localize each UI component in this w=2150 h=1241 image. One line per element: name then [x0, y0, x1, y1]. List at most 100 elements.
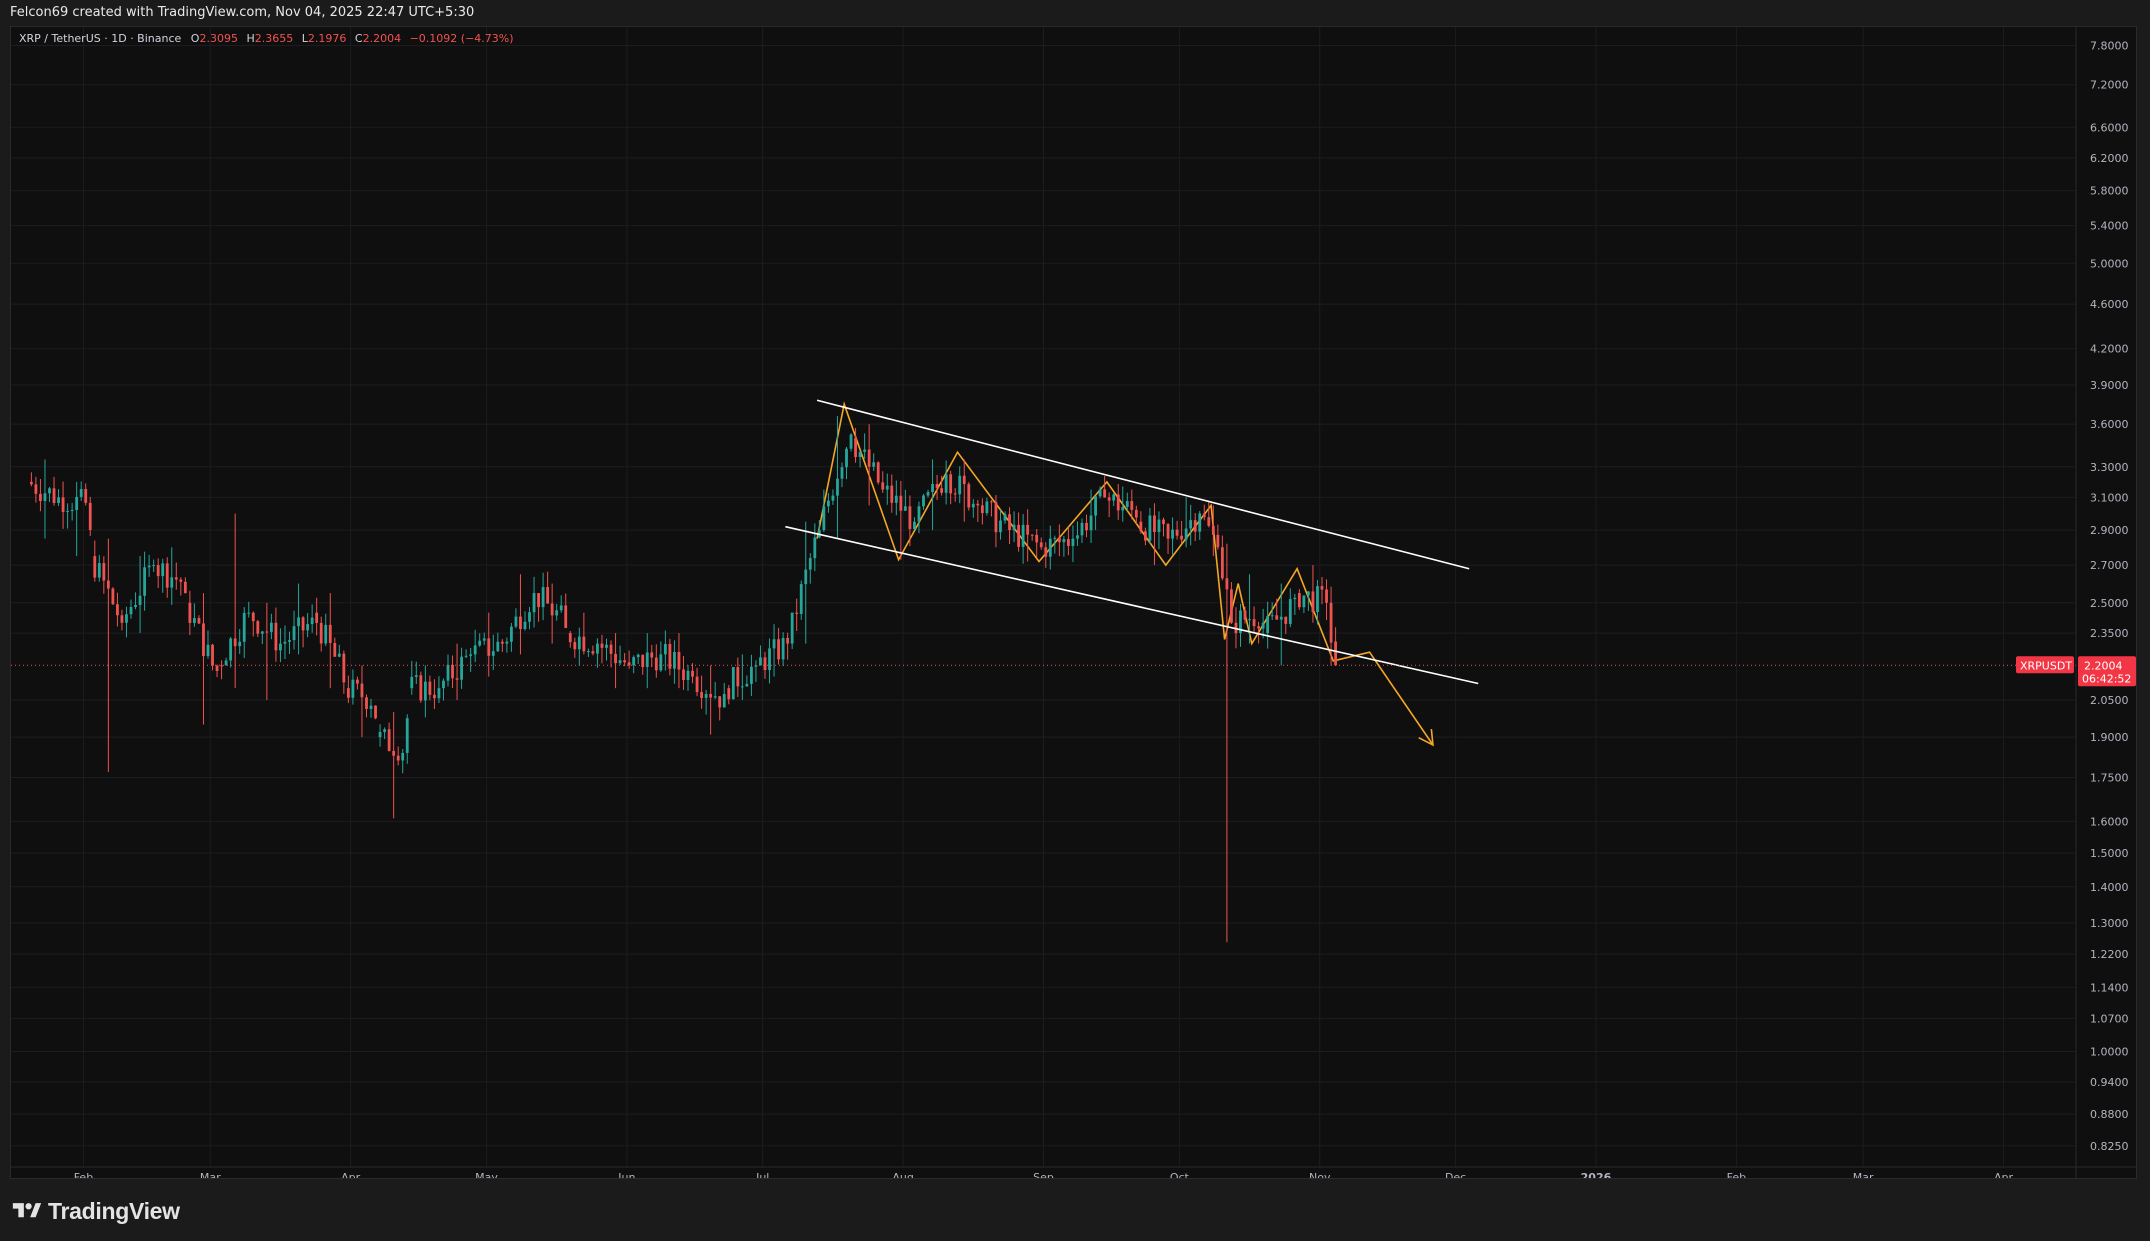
candle-body — [319, 622, 323, 644]
candle-body — [215, 665, 219, 671]
candle-body — [1062, 539, 1066, 543]
legend-symbol: XRP / TetherUS · 1D · Binance — [19, 32, 182, 45]
time-axis[interactable]: Feb Mar Apr May Jun Jul Aug Sep Oct Nov Dec 2026 Feb… — [11, 1166, 2137, 1179]
candle-body — [120, 615, 124, 623]
y-tick-label: 1.0000 — [2090, 1046, 2129, 1059]
candle-body — [691, 670, 694, 677]
candle-body — [537, 593, 540, 608]
price-chart[interactable]: 7.8000 7.2000 6.6000 6.2000 5.8000 5.4000 5.00… — [11, 27, 2137, 1179]
y-tick-label: 1.1400 — [2090, 981, 2129, 994]
candle-body — [288, 640, 291, 642]
y-tick-label: 2.7000 — [2090, 559, 2129, 572]
candle-body — [863, 449, 867, 452]
candle-body — [57, 497, 60, 504]
candle-body — [1017, 524, 1020, 547]
candle-body — [600, 643, 604, 648]
price-axis[interactable]: 7.8000 7.2000 6.6000 6.2000 5.8000 5.4000 5.00… — [2075, 27, 2129, 1179]
legend-c-label: C — [355, 32, 363, 45]
candle-body — [700, 692, 704, 698]
y-tick-label: 6.2000 — [2090, 152, 2129, 165]
candle-body — [297, 617, 300, 627]
candle-body — [229, 638, 233, 661]
candle-body — [799, 584, 803, 614]
candle-body — [1325, 589, 1328, 603]
candle-body — [451, 664, 454, 679]
candle-body — [953, 493, 957, 495]
candle-body — [881, 482, 885, 490]
candle-body — [134, 605, 137, 608]
candle-body — [790, 612, 794, 644]
candle-body — [374, 705, 377, 719]
candle-body — [1202, 513, 1206, 518]
candle-body — [1057, 537, 1061, 543]
candle-body — [1316, 586, 1319, 613]
candle-body — [971, 503, 975, 508]
candle-body — [224, 660, 228, 666]
candle-body — [940, 488, 944, 493]
candle-body — [926, 492, 930, 496]
candle-body — [1293, 597, 1297, 600]
candle-body — [763, 657, 767, 671]
price-tag: XRPUSDT 2.2004 06:42:52 — [2016, 656, 2136, 687]
x-tick-label: 2026 — [1581, 1171, 1612, 1179]
candle-body — [913, 521, 916, 530]
candle-body — [79, 489, 83, 497]
candle-body — [1189, 520, 1193, 529]
candle-body — [279, 643, 282, 651]
y-tick-label: 2.9000 — [2090, 524, 2129, 537]
candle-body — [306, 624, 310, 631]
candle-body — [1098, 489, 1102, 497]
candle-body — [1053, 537, 1057, 539]
candle-body — [1216, 534, 1220, 548]
candle-body — [75, 496, 79, 511]
y-tick-label: 3.3000 — [2090, 461, 2129, 474]
x-tick-label: Aug — [892, 1171, 913, 1179]
candle-body — [1184, 528, 1188, 540]
x-tick-label: Jun — [617, 1171, 635, 1179]
candle-body — [1008, 514, 1011, 531]
candle-body — [632, 657, 636, 666]
candle-body — [867, 449, 871, 467]
legend-l-value: 2.1976 — [308, 32, 347, 45]
chart-area[interactable]: 7.8000 7.2000 6.6000 6.2000 5.8000 5.4000 5.00… — [10, 26, 2137, 1179]
candle-body — [990, 501, 993, 503]
candle-body — [419, 675, 423, 701]
candle-body — [442, 680, 445, 689]
candle-body — [179, 579, 183, 582]
candle-body — [147, 565, 151, 568]
candle-body — [333, 643, 337, 657]
candlesticks — [29, 416, 1337, 943]
candle-body — [34, 484, 38, 494]
candle-body — [899, 495, 903, 511]
candle-body — [97, 563, 101, 578]
candle-body — [455, 678, 459, 680]
candle-body — [980, 505, 984, 514]
candle-body — [668, 643, 672, 669]
candle-body — [1030, 534, 1034, 536]
candle-body — [1243, 610, 1247, 620]
candle-body — [1329, 602, 1333, 643]
footer-branding: TradingView — [12, 1196, 180, 1226]
candle-body — [623, 660, 627, 663]
candle-body — [967, 484, 971, 508]
x-tick-label: Apr — [341, 1171, 361, 1179]
candle-body — [890, 485, 894, 503]
candle-body — [193, 618, 196, 623]
candle-body — [1080, 522, 1084, 536]
candle-body — [197, 618, 201, 624]
candle-body — [568, 633, 572, 643]
x-tick-label: Feb — [74, 1171, 93, 1179]
candle-body — [962, 475, 966, 485]
candle-body — [61, 497, 65, 512]
candle-body — [663, 643, 667, 655]
candle-body — [519, 616, 522, 630]
candle-body — [478, 640, 482, 646]
candle-body — [351, 679, 355, 698]
candle-body — [392, 750, 396, 756]
y-tick-label: 7.2000 — [2090, 79, 2129, 92]
candle-body — [1044, 547, 1048, 557]
candle-body — [917, 506, 921, 522]
pattern-zigzag — [816, 401, 1434, 746]
candle-body — [251, 612, 255, 622]
y-tick-label: 5.4000 — [2090, 220, 2129, 233]
